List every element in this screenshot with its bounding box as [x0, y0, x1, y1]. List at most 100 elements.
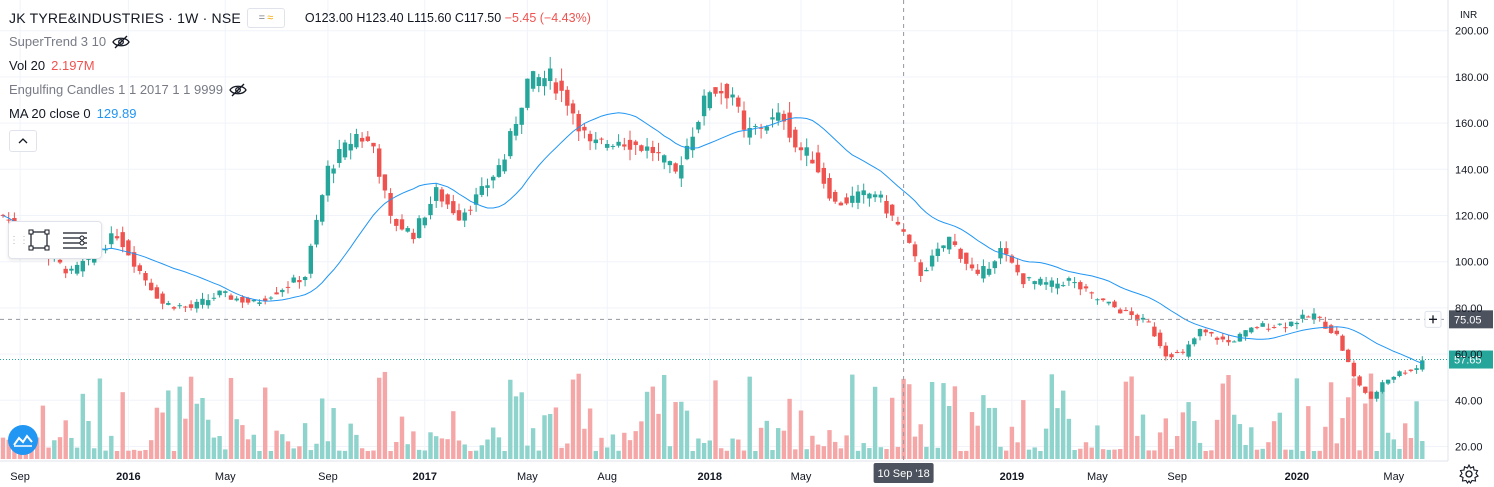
collapse-legend-button[interactable]: [9, 130, 37, 152]
crosshair-date-label: 10 Sep '18: [877, 468, 929, 480]
volume-bar: [1357, 450, 1362, 459]
volume-bar: [1066, 418, 1072, 459]
drag-handle[interactable]: ⋮⋮: [9, 234, 29, 246]
candle-body: [314, 219, 319, 245]
candle-body: [1408, 369, 1414, 371]
volume-bar: [941, 383, 946, 459]
candle-body: [257, 302, 262, 304]
volume-bar: [633, 431, 638, 459]
volume-bar: [359, 448, 365, 459]
line-style-button[interactable]: [57, 222, 93, 258]
volume-bar: [884, 448, 889, 459]
volume-bar: [513, 396, 519, 459]
volume-bar: [240, 425, 245, 459]
candle-body: [741, 110, 747, 130]
candle-body: [109, 233, 114, 245]
candle-body: [827, 177, 832, 199]
volume-bar: [758, 427, 764, 459]
symbol-title[interactable]: JK TYRE&INDUSTRIES · 1W · NSE: [9, 10, 241, 26]
x-tick-label: 2017: [413, 471, 437, 483]
candle-body: [445, 194, 450, 205]
candle-body: [468, 209, 473, 211]
candle-body: [1283, 327, 1288, 329]
candle-body: [730, 94, 735, 98]
candle-body: [251, 299, 256, 302]
volume-bar: [1277, 412, 1282, 459]
volume-bar: [781, 430, 787, 459]
candle-body: [781, 113, 787, 122]
candle-body: [1049, 280, 1054, 287]
indicator-volume[interactable]: Vol 20 2.197M: [9, 54, 591, 78]
eye-off-icon[interactable]: [112, 35, 130, 49]
candle-body: [1118, 309, 1123, 314]
candle-body: [1271, 326, 1277, 328]
candle-body: [1220, 336, 1225, 340]
volume-bar: [422, 450, 427, 459]
volume-bar: [610, 434, 616, 459]
candle-body: [1129, 311, 1134, 316]
candle-body: [1414, 368, 1419, 370]
x-tick-label: 2018: [698, 471, 722, 483]
candle-body: [80, 260, 85, 272]
volume-bar: [325, 441, 331, 459]
volume-bar: [616, 450, 621, 459]
volume-bar: [519, 392, 524, 459]
candle-body: [912, 244, 918, 257]
volume-bar: [1232, 414, 1237, 459]
volume-bar: [958, 450, 963, 459]
volume-bar: [627, 440, 633, 459]
volume-bar: [35, 437, 40, 459]
indicator-supertrend[interactable]: SuperTrend 3 10: [9, 30, 591, 54]
settings-icon[interactable]: [1459, 464, 1479, 484]
volume-bar: [867, 448, 872, 459]
volume-bar: [998, 446, 1003, 459]
rectangle-tool-button[interactable]: [21, 222, 57, 258]
x-tick-label: Sep: [10, 471, 30, 483]
price-axis[interactable]: 20.00 40.00 60.00 80.00 100.00 120.00 140.00 16…: [0, 0, 1489, 462]
candle-body: [878, 194, 883, 198]
candle-body: [74, 264, 80, 274]
volume-bar: [52, 440, 57, 459]
volume-bar: [1283, 449, 1288, 459]
candle-body: [1066, 278, 1072, 281]
candle-body: [667, 161, 673, 166]
candle-body: [981, 266, 986, 279]
volume-bar: [508, 379, 513, 459]
candle-body: [947, 236, 952, 250]
volume-bar: [69, 437, 74, 459]
candle-body: [519, 107, 524, 125]
compare-badge[interactable]: = ≈: [246, 8, 285, 28]
volume-bar: [701, 443, 707, 459]
volume-bar: [587, 408, 593, 459]
indicator-ma[interactable]: MA 20 close 0 129.89: [9, 102, 591, 126]
candle-body: [120, 232, 125, 248]
indicator-engulfing[interactable]: Engulfing Candles 1 1 2017 1 1 9999: [9, 78, 591, 102]
volume-bar: [662, 374, 667, 459]
volume-bar: [223, 449, 228, 459]
candle-body: [1368, 391, 1374, 399]
candle-body: [280, 289, 285, 293]
candle-body: [758, 127, 764, 129]
volume-bar: [1408, 437, 1414, 459]
volume-bar: [753, 450, 758, 459]
candle-body: [1095, 299, 1100, 301]
eye-off-icon[interactable]: [229, 83, 247, 97]
volume-bar: [1055, 408, 1060, 459]
volume-bar: [1152, 450, 1157, 459]
volume-bar: [713, 380, 718, 459]
volume-bar: [912, 436, 918, 459]
candle-body: [428, 203, 433, 216]
drawing-toolbar[interactable]: ⋮⋮: [8, 221, 102, 259]
candle-body: [719, 90, 724, 94]
volume-bar: [1169, 448, 1174, 459]
candle-body: [308, 245, 313, 274]
volume-bar: [593, 450, 598, 459]
candle-body: [1385, 379, 1391, 384]
volume-bar: [1260, 448, 1265, 459]
tradingview-logo[interactable]: [8, 425, 38, 455]
candle-body: [342, 142, 348, 158]
time-axis[interactable]: Sep 2016 May Sep 2017 May Aug 2018 May 2019 May Sep…: [10, 471, 1404, 483]
volume-bar: [707, 440, 712, 459]
crosshair-price-badge: [1449, 310, 1493, 329]
